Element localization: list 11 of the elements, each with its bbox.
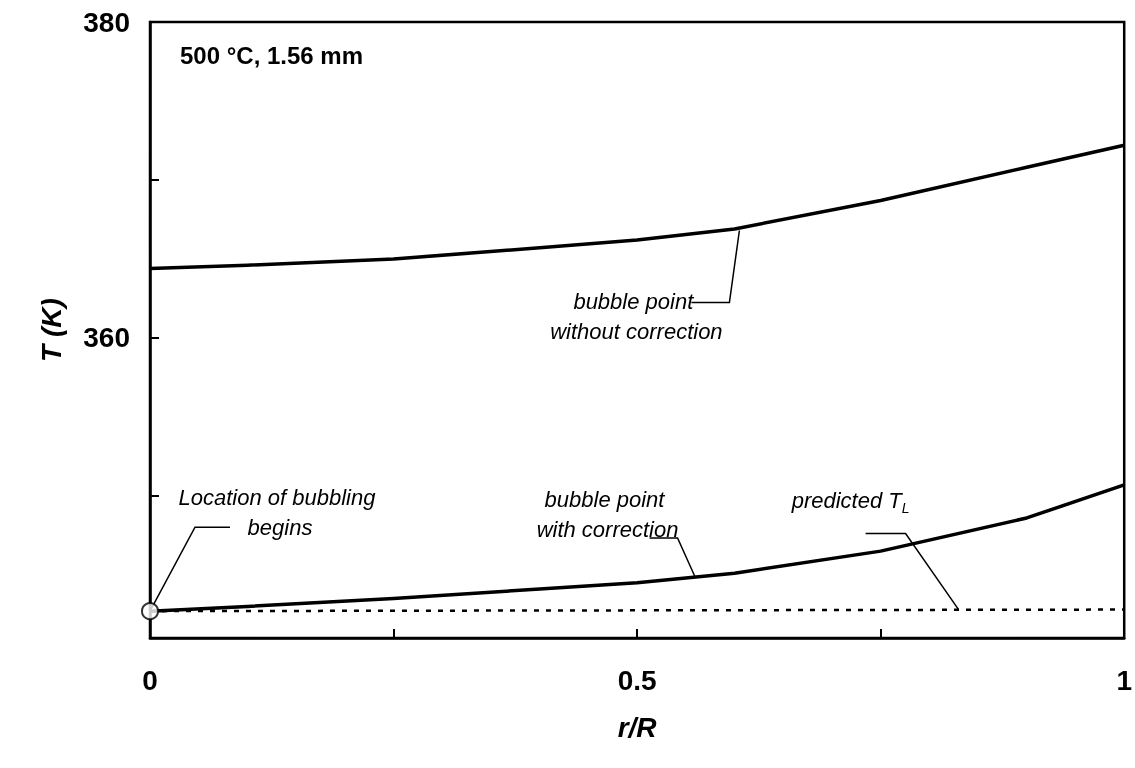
text: 500 °C, 1.56 mm [180,41,364,69]
y-tick-label: 360 [83,322,130,354]
x-tick-label: 0 [142,664,158,696]
x-axis-title: r/R [617,711,658,743]
x-tick-label: 1 [1116,664,1132,696]
annotation: bubble point without correction [550,288,723,344]
y-tick-label: 380 [83,6,130,38]
annotation: Location of bubbling begins [178,484,382,540]
annotation: bubble point with correction [536,487,679,543]
x-tick-label: 0.5 [617,664,657,696]
y-axis-title: T (K) [35,298,67,362]
